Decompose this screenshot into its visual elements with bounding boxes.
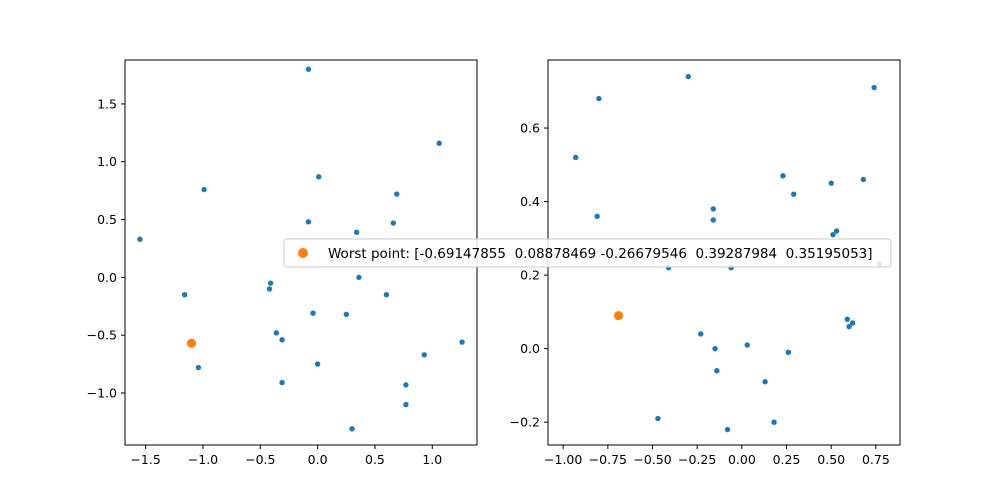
x-tick-label: 1.0 xyxy=(422,452,442,467)
data-point xyxy=(316,174,322,180)
data-point xyxy=(201,186,207,193)
data-point xyxy=(846,323,852,330)
x-tick-label: −0.5 xyxy=(245,452,275,467)
y-tick-label: −0.2 xyxy=(510,415,540,430)
y-tick-label: 0.2 xyxy=(520,268,540,283)
data-point xyxy=(343,311,349,318)
data-point xyxy=(421,352,427,358)
y-tick-label: 0.6 xyxy=(520,121,540,136)
data-point xyxy=(403,401,409,408)
data-point xyxy=(844,316,850,322)
data-point xyxy=(383,292,390,298)
y-tick-label: 0.4 xyxy=(520,194,540,209)
data-point xyxy=(356,274,362,281)
data-point xyxy=(594,213,600,219)
data-point xyxy=(573,154,579,161)
legend-marker-worst-point xyxy=(298,248,308,258)
data-point xyxy=(181,292,188,298)
data-point xyxy=(266,286,273,292)
legend-label: Worst point: [-0.69147855 0.08878469 -0.… xyxy=(328,246,873,262)
y-tick-label: 0.0 xyxy=(520,341,540,356)
data-point xyxy=(403,382,409,388)
data-point xyxy=(849,320,856,326)
left-scatter-panel: −1.5 −1.0 −0.5 0.0 0.5 1.0 −1.0 −0.5 0.0 0.5 1.0 1.… xyxy=(87,59,478,467)
x-tick-label: −0.25 xyxy=(678,452,716,467)
data-point xyxy=(195,364,202,371)
x-tick-label: −1.0 xyxy=(188,452,218,467)
x-tick-label: 0.00 xyxy=(728,452,756,467)
data-point xyxy=(785,349,792,356)
data-point xyxy=(871,84,877,91)
data-point xyxy=(828,180,834,186)
data-point xyxy=(655,415,661,422)
legend: Worst point: [-0.69147855 0.08878469 -0.… xyxy=(283,238,892,268)
data-point xyxy=(710,217,716,223)
data-point xyxy=(685,73,691,80)
x-tick-label: −0.50 xyxy=(633,452,671,467)
data-point xyxy=(394,191,400,197)
y-tick-label: 1.0 xyxy=(97,154,117,169)
data-point xyxy=(710,206,716,212)
data-point xyxy=(780,173,786,179)
x-tick-label: 0.5 xyxy=(365,452,385,467)
data-point xyxy=(724,426,731,433)
data-point xyxy=(305,219,312,225)
data-point xyxy=(771,419,777,425)
data-point xyxy=(790,191,797,197)
data-point xyxy=(279,337,285,343)
x-tick-label: 0.75 xyxy=(862,452,890,467)
data-point xyxy=(267,280,274,286)
data-point xyxy=(137,236,143,242)
data-point xyxy=(273,330,280,336)
x-tick-label: 0.50 xyxy=(817,452,845,467)
data-point xyxy=(353,229,360,235)
data-point xyxy=(830,231,836,238)
data-point xyxy=(390,220,396,226)
data-point xyxy=(305,66,312,72)
y-tick-label: 1.5 xyxy=(97,96,117,111)
data-point xyxy=(712,345,718,352)
data-point xyxy=(349,426,355,432)
right-scatter-panel: −1.00 −0.75 −0.50 −0.25 0.00 0.25 0.50 0.75 −0.2… xyxy=(510,59,901,467)
y-tick-label: 0.0 xyxy=(97,270,117,285)
x-tick-label: −1.00 xyxy=(544,452,582,467)
data-point xyxy=(459,339,465,345)
data-point xyxy=(833,228,840,234)
x-tick-label: 0.25 xyxy=(773,452,801,467)
y-tick-label: −0.5 xyxy=(87,328,117,343)
data-point xyxy=(596,95,602,102)
y-tick-label: −1.0 xyxy=(87,385,117,400)
worst-point-marker xyxy=(186,338,197,348)
data-point xyxy=(714,368,720,374)
data-point xyxy=(310,310,316,316)
x-tick-label: −1.5 xyxy=(130,452,160,467)
data-point xyxy=(744,342,750,348)
legend-box xyxy=(283,238,892,268)
data-point xyxy=(436,140,442,146)
y-tick-label: 0.5 xyxy=(97,212,117,227)
x-tick-label: 0.0 xyxy=(308,452,328,467)
data-point xyxy=(762,379,768,385)
x-tick-label: −0.75 xyxy=(589,452,627,467)
data-point xyxy=(279,379,285,386)
data-point xyxy=(860,176,867,183)
data-point xyxy=(698,331,704,337)
worst-point-marker xyxy=(613,310,624,321)
data-point xyxy=(314,361,321,367)
